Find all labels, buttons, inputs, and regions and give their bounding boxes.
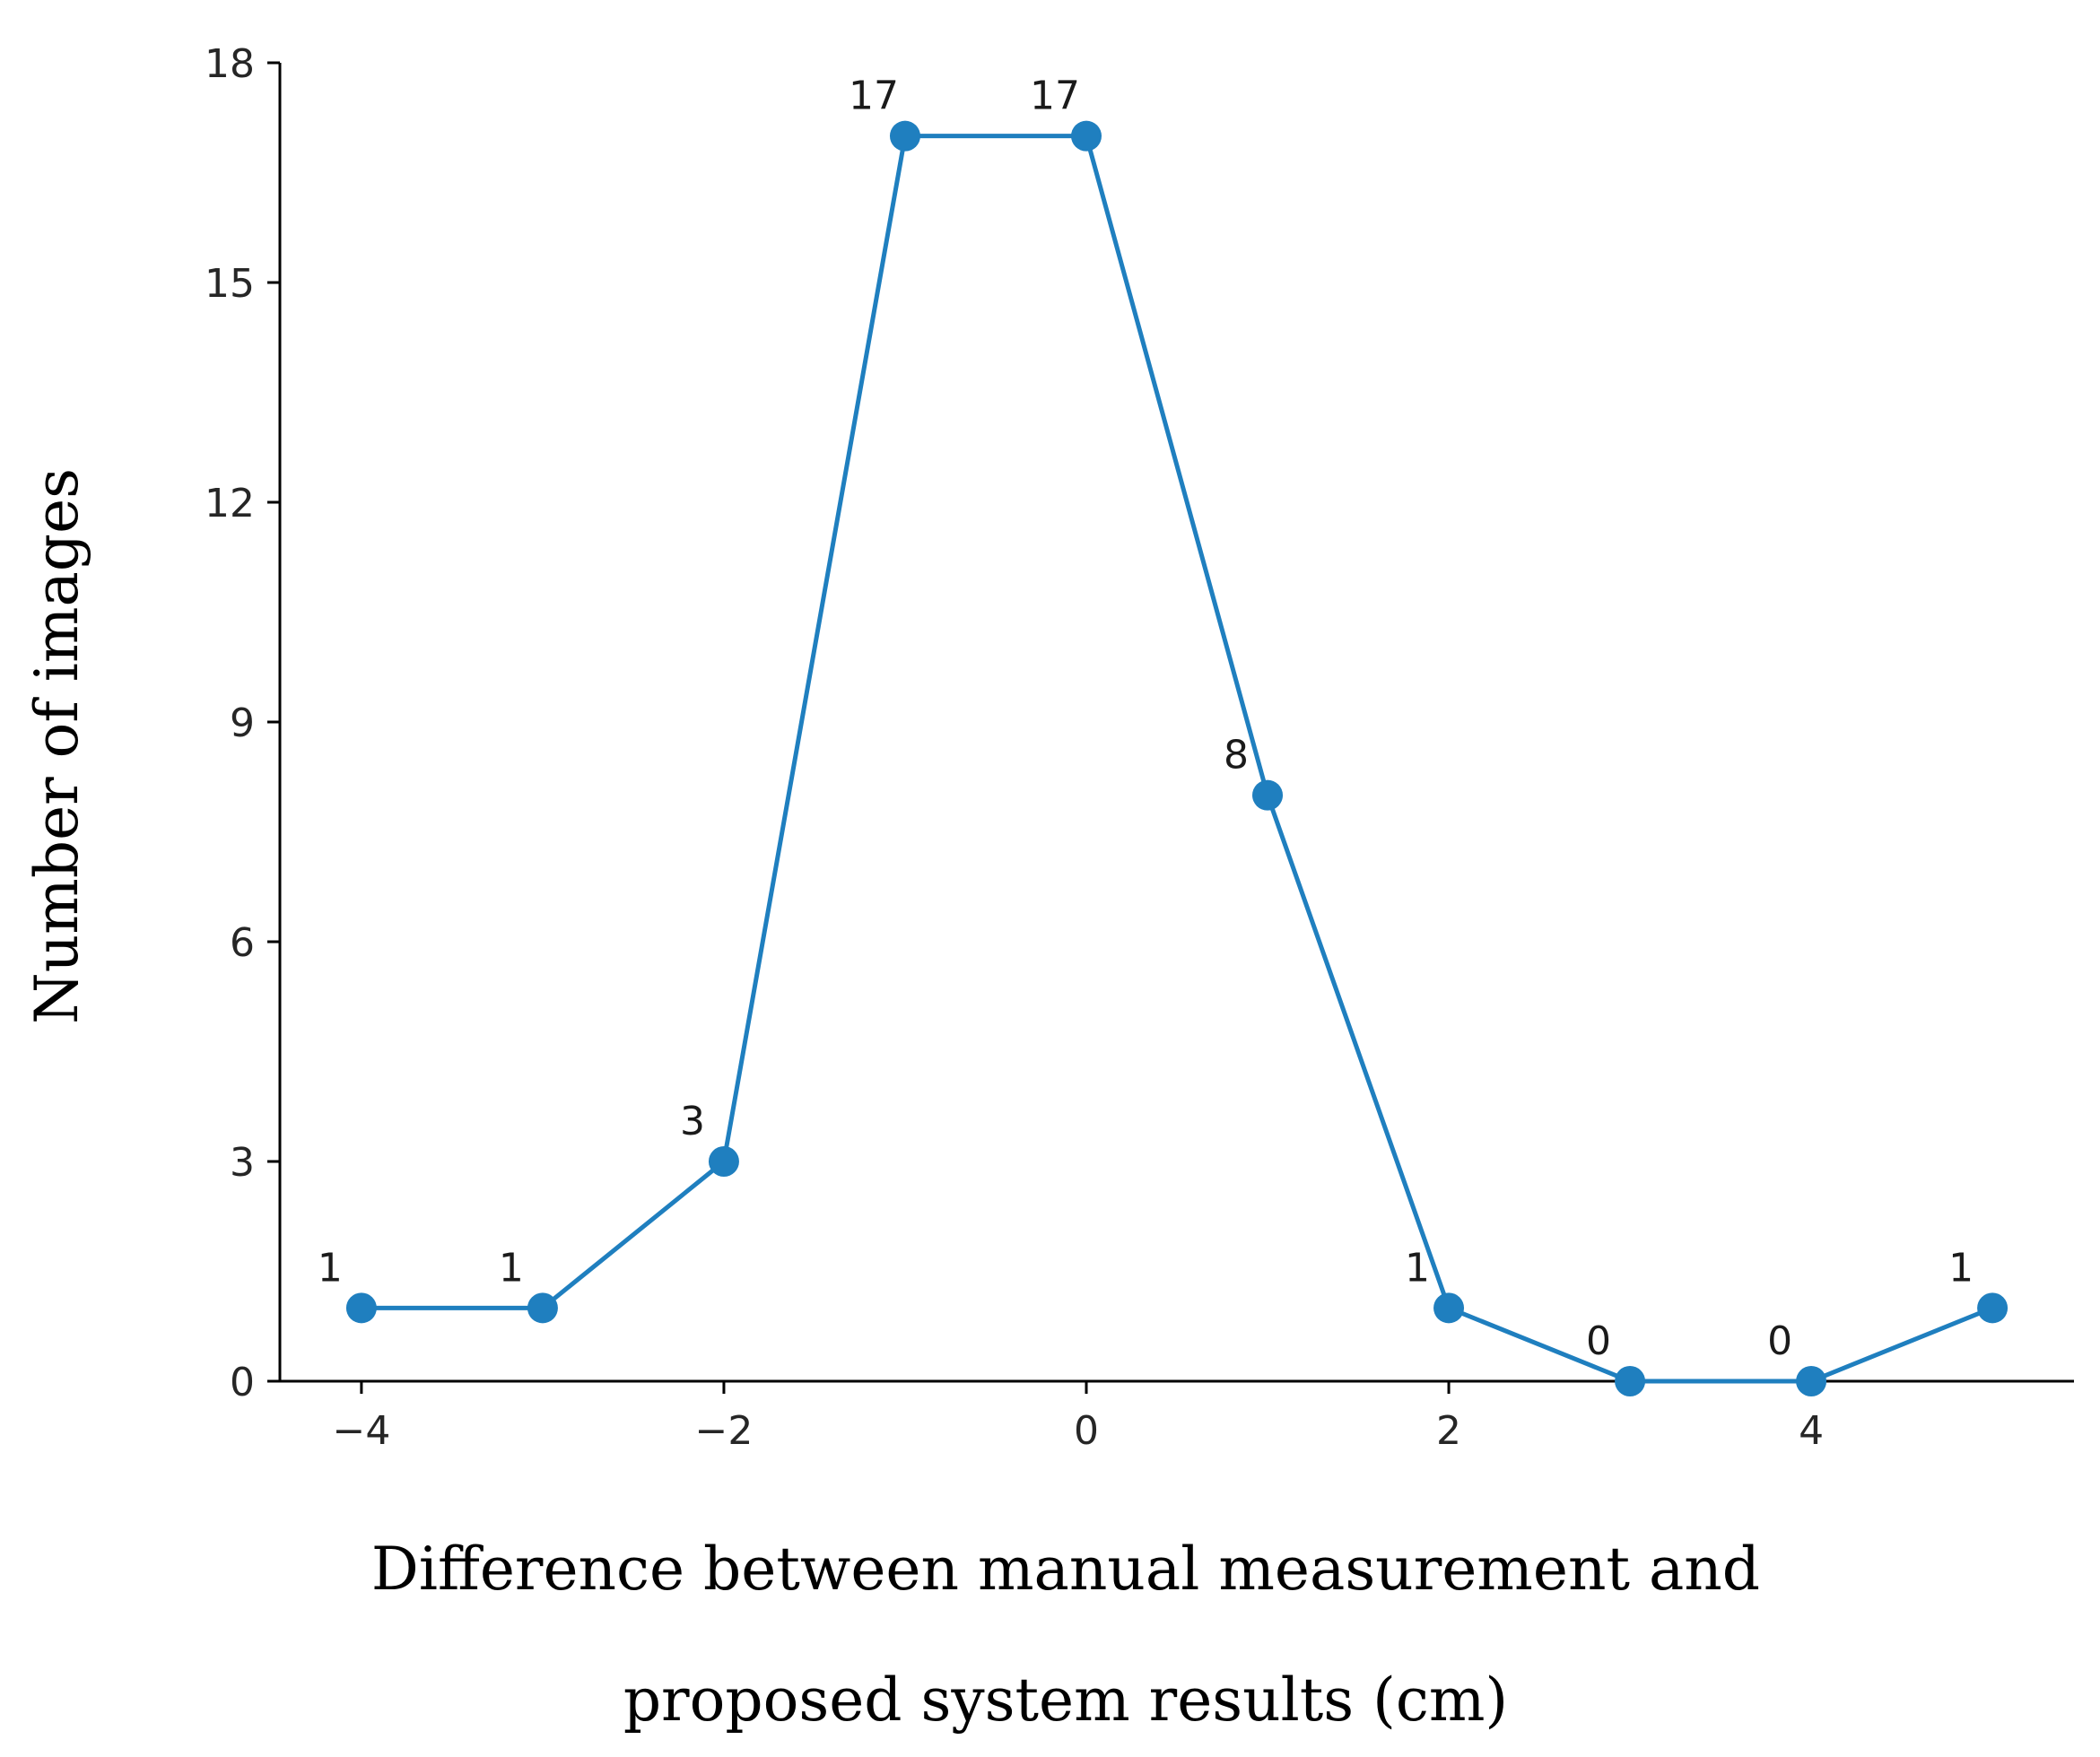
- series: [345, 120, 2009, 1396]
- data-point: [708, 1146, 739, 1177]
- data-label: 0: [1767, 1318, 1792, 1364]
- data-point: [1252, 779, 1284, 811]
- x-tick-label: 4: [1799, 1408, 1824, 1454]
- y-tick-label: 0: [230, 1360, 255, 1405]
- data-point: [1615, 1366, 1646, 1396]
- y-tick-label: 9: [230, 700, 255, 746]
- data-point: [1796, 1366, 1827, 1396]
- data-label: 3: [680, 1099, 705, 1144]
- y-tick-label: 18: [205, 41, 255, 87]
- data-label: 17: [849, 74, 899, 119]
- y-tick-label: 3: [230, 1140, 255, 1186]
- y-tick-label: 6: [230, 920, 255, 966]
- data-label: 1: [1405, 1245, 1430, 1291]
- y-tick-label: 15: [205, 261, 255, 307]
- data-point: [345, 1292, 377, 1324]
- data-label: 0: [1586, 1318, 1611, 1364]
- series-line: [359, 134, 1995, 1384]
- x-tick-label: −2: [695, 1408, 754, 1454]
- data-label: 1: [1948, 1245, 1974, 1291]
- x-axis-title-line-2: proposed system results (cm): [623, 1666, 1508, 1735]
- data-point: [1433, 1292, 1465, 1324]
- data-label: 1: [318, 1245, 343, 1291]
- data-point: [1977, 1292, 2009, 1324]
- y-axis-title: Number of images: [22, 468, 91, 1024]
- data-point: [527, 1292, 558, 1324]
- x-axis-title-line-1: Difference between manual measurement an…: [371, 1535, 1760, 1604]
- axes: [278, 63, 2074, 1383]
- data-label: 8: [1224, 733, 1249, 778]
- data-label: 17: [1030, 74, 1080, 119]
- x-tick-label: 0: [1074, 1408, 1099, 1454]
- y-tick-label: 12: [205, 481, 255, 526]
- data-point: [889, 120, 920, 152]
- data-label: 1: [499, 1245, 524, 1291]
- data-point: [1070, 120, 1102, 152]
- x-tick-label: 2: [1436, 1408, 1461, 1454]
- data-labels: 1 1 3 17 17 8 1 0 0 1: [318, 74, 1974, 1364]
- x-tick-label: −4: [332, 1408, 390, 1454]
